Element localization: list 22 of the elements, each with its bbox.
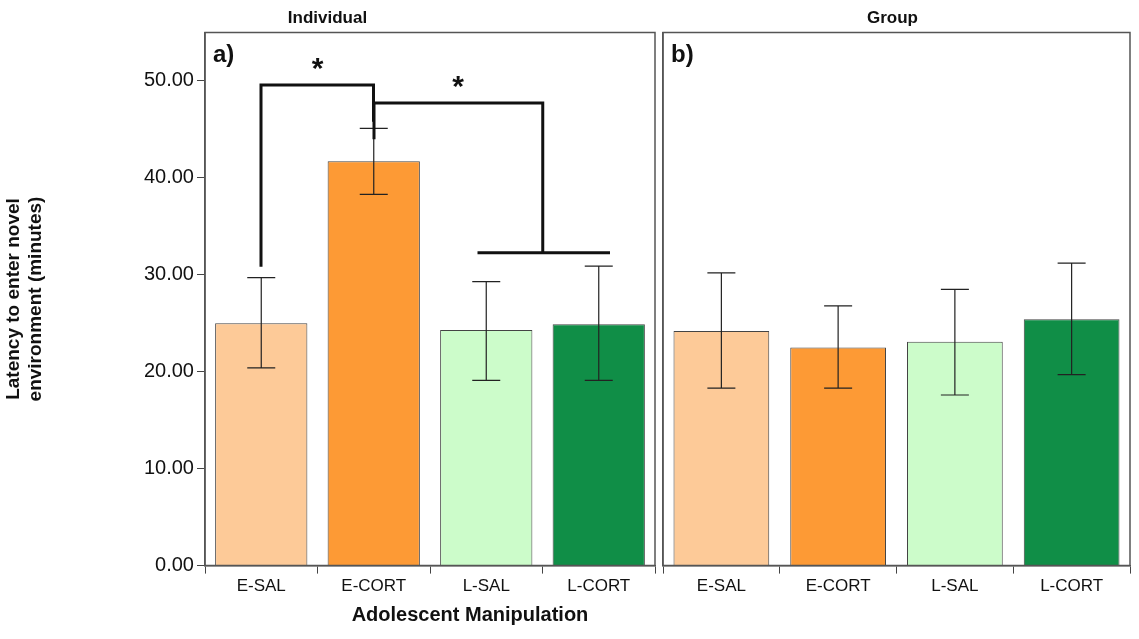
annotation: * — [311, 51, 324, 85]
annotation: a) — [213, 40, 235, 68]
x-tick-label: L-SAL — [462, 576, 510, 596]
y-tick-label: 20.00 — [143, 359, 194, 382]
x-tick-label: L-CORT — [567, 576, 631, 596]
y-tick-label: 30.00 — [143, 262, 194, 285]
y-tick-label: 0.00 — [155, 553, 194, 576]
x-tick-label: L-SAL — [931, 576, 979, 596]
chart-title: Individual — [287, 7, 368, 27]
x-axis-title: Adolescent Manipulation — [350, 603, 590, 626]
x-tick-label: E-SAL — [236, 576, 286, 596]
x-tick-label: L-CORT — [1040, 576, 1104, 596]
y-tick-label: 10.00 — [143, 456, 194, 479]
y-tick-label: 40.00 — [143, 165, 194, 188]
x-tick-label: E-CORT — [805, 576, 871, 596]
annotation: * — [452, 68, 465, 102]
x-tick-label: E-SAL — [696, 576, 746, 596]
chart-title: Group — [867, 7, 918, 27]
y-axis-title: Latency to enter novel environment (minutes) — [1, 196, 46, 402]
annotation: b) — [671, 40, 694, 68]
y-tick-label: 50.00 — [143, 68, 194, 91]
x-tick-label: E-CORT — [341, 576, 407, 596]
